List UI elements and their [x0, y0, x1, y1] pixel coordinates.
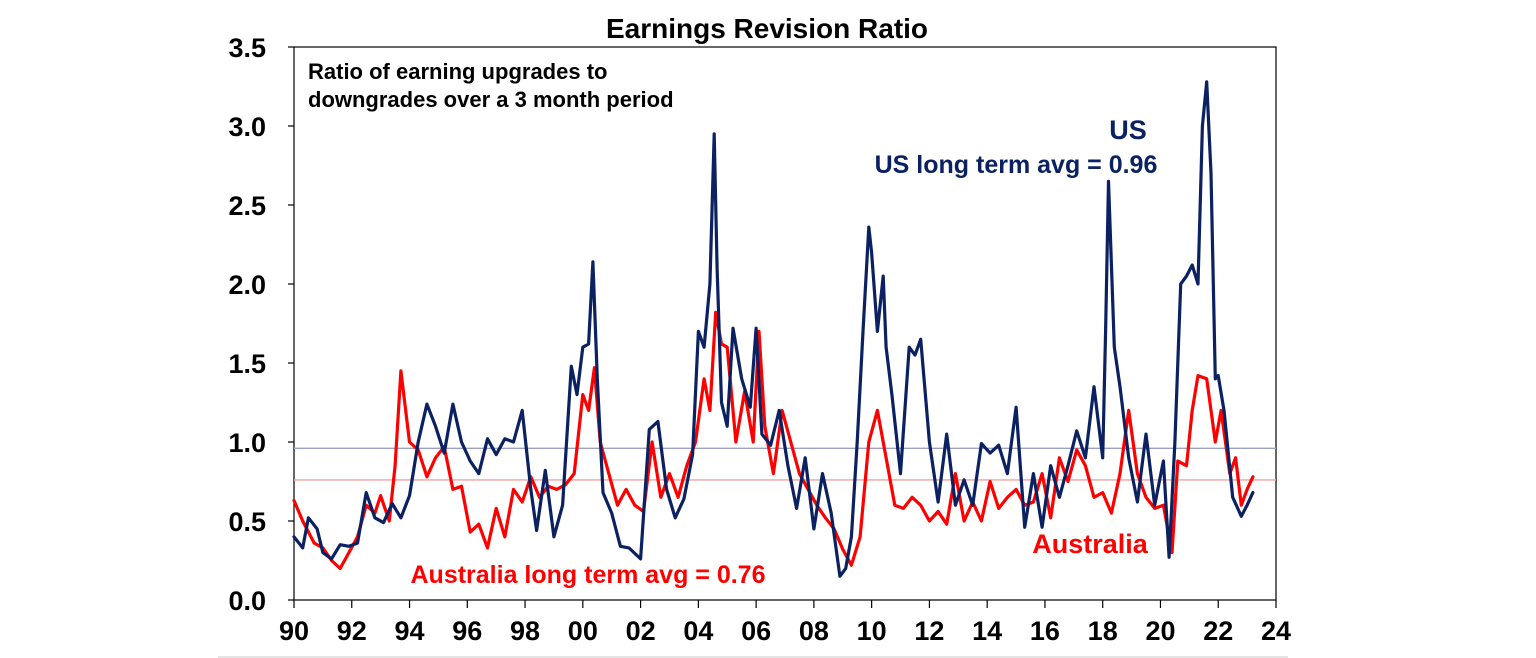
y-tick-label: 2.5 [228, 191, 266, 221]
plot-area [292, 46, 1277, 601]
australia-series-label: Australia [1032, 529, 1149, 559]
series-line-australia [292, 310, 1255, 571]
x-tick-label: 18 [1088, 616, 1118, 646]
y-tick-label: 0.5 [228, 507, 266, 537]
y-tick-label: 1.0 [228, 428, 266, 458]
annotation-line-1: Ratio of earning upgrades to [308, 59, 607, 84]
x-tick-label: 98 [510, 616, 540, 646]
australia-avg-label: Australia long term avg = 0.76 [411, 561, 766, 589]
x-tick-label: 94 [395, 616, 425, 646]
annotation-line-2: downgrades over a 3 month period [308, 87, 674, 112]
us-avg-label: US long term avg = 0.96 [875, 151, 1158, 179]
y-tick-label: 2.0 [228, 270, 266, 300]
x-tick-label: 90 [279, 616, 309, 646]
x-tick-label: 96 [452, 616, 482, 646]
x-tick-label: 12 [914, 616, 944, 646]
x-tick-label: 06 [741, 616, 771, 646]
x-tick-label: 20 [1145, 616, 1175, 646]
y-tick-label: 1.5 [228, 349, 266, 379]
x-tick-label: 04 [683, 616, 713, 646]
axis-ticks: 90 92 94 96 98 00 02 04 06 08 10 12 14 16 18 20 22 24 0.0 0… [228, 33, 1291, 646]
series-line-us [292, 80, 1255, 578]
x-tick-label: 24 [1261, 616, 1291, 646]
y-tick-label: 3.0 [228, 112, 266, 142]
x-tick-label: 08 [799, 616, 829, 646]
y-tick-label: 3.5 [228, 33, 266, 63]
plot-frame [293, 46, 1277, 601]
us-series-label: US [1109, 115, 1147, 145]
x-tick-label: 14 [972, 616, 1002, 646]
x-tick-label: 10 [857, 616, 887, 646]
x-tick-label: 00 [568, 616, 598, 646]
y-tick-label: 0.0 [228, 586, 266, 616]
chart-title: Earnings Revision Ratio [606, 13, 928, 44]
x-tick-label: 16 [1030, 616, 1060, 646]
x-tick-label: 92 [337, 616, 367, 646]
x-tick-label: 22 [1203, 616, 1233, 646]
x-tick-label: 02 [626, 616, 656, 646]
